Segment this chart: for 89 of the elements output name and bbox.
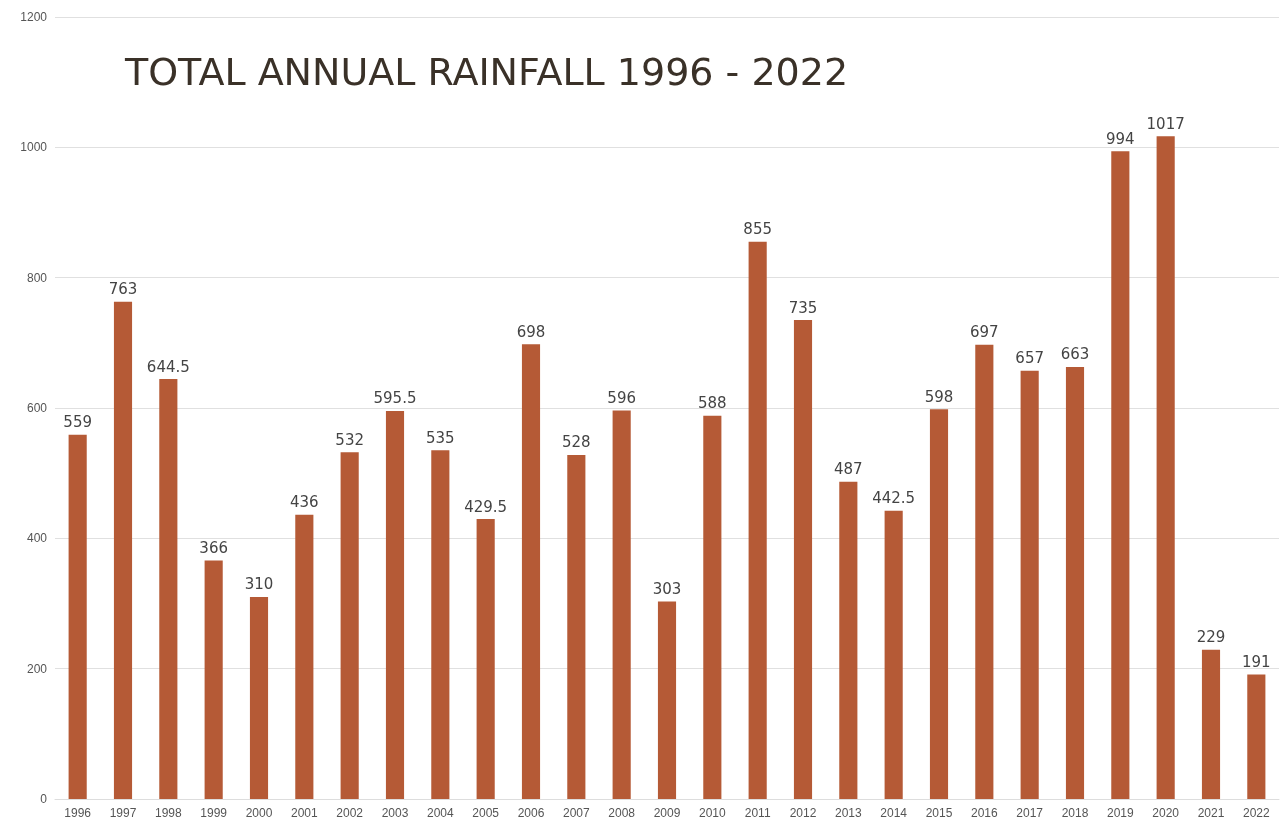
- data-label: 855: [743, 220, 772, 239]
- bar: [1111, 151, 1130, 799]
- data-label: 735: [788, 298, 818, 317]
- data-label: 698: [516, 322, 546, 341]
- y-tick-label: 400: [26, 531, 48, 546]
- data-label: 994: [1106, 129, 1135, 148]
- data-label: 763: [108, 280, 138, 299]
- bar: [703, 415, 722, 799]
- bar: [748, 241, 767, 799]
- y-tick-label: 0: [40, 792, 48, 806]
- bar: [476, 519, 495, 799]
- data-label: 303: [652, 580, 682, 599]
- x-tick-label: 2002: [336, 806, 364, 820]
- bar: [521, 344, 541, 799]
- x-tick-label: 2005: [472, 806, 500, 820]
- bar: [1201, 649, 1221, 799]
- data-label: 366: [199, 538, 228, 557]
- bar: [657, 601, 677, 799]
- data-label: 697: [970, 323, 999, 342]
- bar: [431, 450, 450, 799]
- x-tick-label: 2022: [1242, 806, 1270, 820]
- bar: [295, 514, 314, 799]
- data-label: 588: [698, 394, 727, 413]
- x-tick-label: 2017: [1016, 806, 1044, 820]
- x-tick-label: 1998: [154, 806, 182, 820]
- x-tick-label: 2007: [562, 806, 590, 820]
- bar: [204, 560, 223, 799]
- x-tick-label: 2001: [290, 806, 318, 820]
- x-tick-label: 2011: [744, 806, 771, 820]
- data-label: 442.5: [872, 489, 916, 508]
- y-tick-label: 1000: [20, 140, 48, 155]
- x-tick-label: 2004: [426, 806, 454, 820]
- data-label: 598: [924, 387, 954, 406]
- data-label: 663: [1060, 345, 1090, 364]
- y-tick-label: 800: [26, 270, 48, 285]
- x-tick-label: 2003: [381, 806, 409, 820]
- data-label: 657: [1015, 349, 1044, 368]
- data-label: 310: [244, 575, 274, 594]
- bar: [975, 344, 994, 799]
- data-label: 595.5: [373, 389, 417, 408]
- bar: [340, 452, 359, 799]
- x-tick-label: 2018: [1061, 806, 1089, 820]
- data-label: 429.5: [464, 497, 508, 516]
- bar: [839, 481, 858, 799]
- x-tick-label: 2010: [698, 806, 726, 820]
- bar: [385, 410, 405, 799]
- x-tick-label: 1997: [109, 806, 137, 820]
- data-label: 532: [335, 430, 364, 449]
- x-tick-label: 2016: [970, 806, 998, 820]
- bar: [68, 434, 87, 799]
- x-tick-label: 2020: [1152, 806, 1180, 820]
- x-tick-label: 2006: [517, 806, 545, 820]
- x-tick-label: 1996: [64, 806, 92, 820]
- x-tick-label: 2009: [653, 806, 681, 820]
- y-tick-label: 1200: [20, 10, 48, 24]
- bar: [113, 301, 133, 799]
- x-tick-label: 2014: [880, 806, 908, 820]
- x-tick-label: 2021: [1197, 806, 1225, 820]
- data-label: 535: [426, 428, 455, 447]
- data-label: 644.5: [146, 357, 190, 376]
- bar: [884, 510, 903, 799]
- data-label: 1017: [1146, 114, 1185, 133]
- y-tick-label: 600: [26, 401, 48, 415]
- bar: [1247, 674, 1266, 799]
- x-tick-label: 1999: [200, 806, 228, 820]
- x-tick-label: 2019: [1106, 806, 1134, 820]
- x-tick-label: 2008: [608, 806, 636, 820]
- bar: [249, 596, 269, 799]
- data-label: 596: [607, 389, 636, 408]
- text: TOTAL ANNUAL RAINFALL 1996 - 2022: [124, 50, 849, 94]
- bar: [612, 410, 631, 799]
- bar: [1065, 366, 1085, 799]
- data-label: 559: [63, 413, 92, 432]
- bar: [929, 409, 949, 799]
- bar: [159, 379, 178, 799]
- bar: [567, 454, 586, 799]
- bar: [1020, 370, 1039, 799]
- x-tick-label: 2015: [925, 806, 953, 820]
- data-label: 229: [1196, 628, 1226, 647]
- x-tick-label: 2000: [245, 806, 273, 820]
- data-label: 436: [290, 493, 319, 512]
- data-label: 191: [1242, 653, 1271, 672]
- x-tick-label: 2013: [834, 806, 862, 820]
- data-label: 487: [834, 460, 863, 479]
- bar: [1156, 136, 1175, 799]
- y-tick-label: 200: [26, 661, 48, 676]
- data-label: 528: [562, 433, 591, 452]
- bar: [793, 320, 813, 799]
- x-tick-label: 2012: [789, 806, 817, 820]
